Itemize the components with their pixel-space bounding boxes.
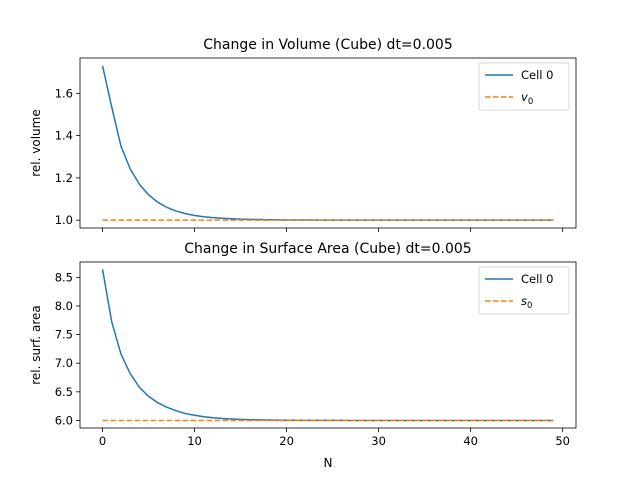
y-tick-label: 7.5 xyxy=(55,328,73,342)
legend: Cell 0 v0 xyxy=(478,62,570,111)
y-tick-label: 8.0 xyxy=(55,299,73,313)
axes-frame xyxy=(79,261,577,429)
chart-title: Change in Volume (Cube) dt=0.005 xyxy=(203,37,453,53)
legend-label: s0 xyxy=(521,294,532,311)
legend-label: Cell 0 xyxy=(521,68,553,82)
x-tick-label: 40 xyxy=(463,434,478,448)
y-tick-label: 6.5 xyxy=(55,385,73,399)
legend-label: Cell 0 xyxy=(521,272,553,286)
subplot-1: Change in Surface Area (Cube) dt=0.005 re… xyxy=(29,241,577,470)
axes-frame xyxy=(79,57,577,229)
y-tick-label: 1.0 xyxy=(55,213,73,227)
subplot-0: Change in Volume (Cube) dt=0.005 rel. vol… xyxy=(29,37,577,232)
y-axis-label: rel. surf. area xyxy=(29,305,43,385)
y-tick-label: 7.0 xyxy=(55,356,73,370)
y-tick-label: 1.2 xyxy=(55,171,73,185)
x-tick-label: 50 xyxy=(555,434,570,448)
y-tick-label: 1.6 xyxy=(55,86,73,100)
legend: Cell 0 s0 xyxy=(478,266,570,315)
y-tick-label: 8.5 xyxy=(55,270,73,284)
y-tick-label: 6.0 xyxy=(55,413,73,427)
x-tick-label: 30 xyxy=(371,434,386,448)
y-tick-label: 1.4 xyxy=(55,129,73,143)
y-axis-label: rel. volume xyxy=(29,109,43,176)
x-tick-label: 20 xyxy=(279,434,294,448)
chart-title: Change in Surface Area (Cube) dt=0.005 xyxy=(184,241,471,257)
x-tick-label: 0 xyxy=(99,434,106,448)
x-tick-label: 10 xyxy=(187,434,202,448)
x-axis-label: N xyxy=(324,456,333,470)
legend-label: v0 xyxy=(521,90,533,107)
